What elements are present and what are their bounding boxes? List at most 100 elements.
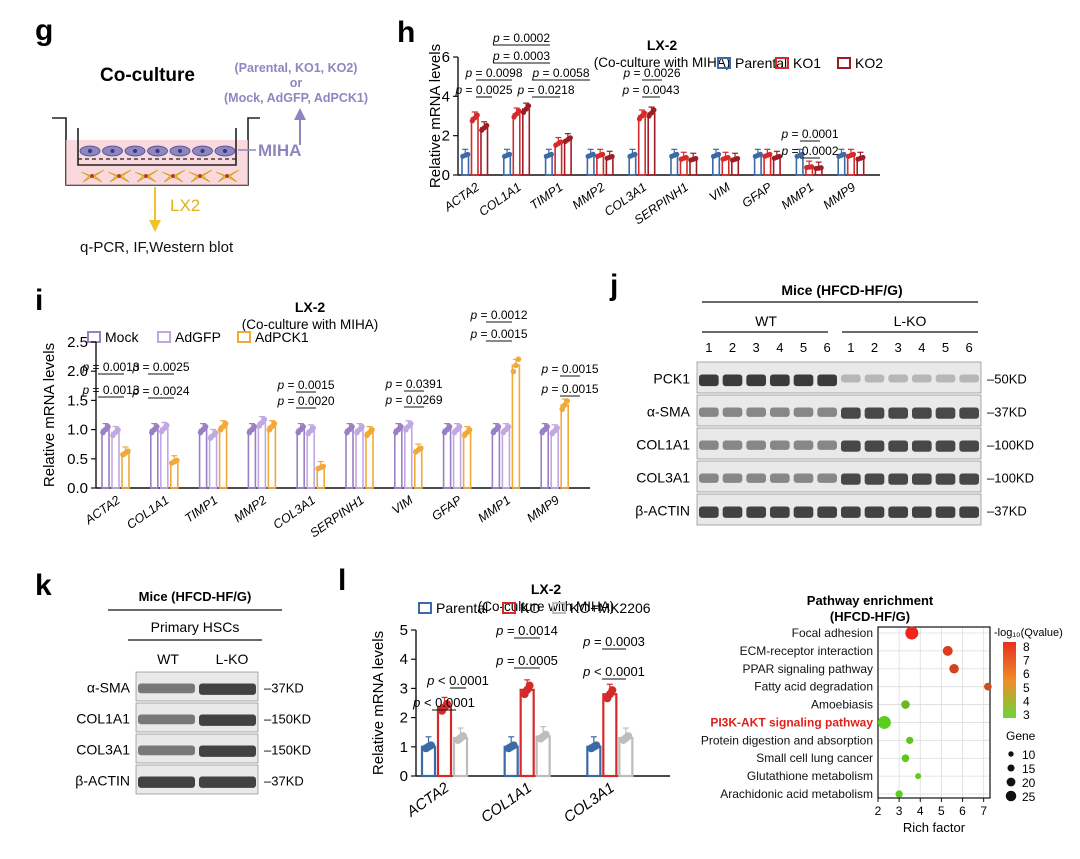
legend-swatch <box>418 602 432 614</box>
y-tick-label: 2 <box>400 710 408 727</box>
p-value-label: p < 0.0001 <box>582 664 645 679</box>
category-label: ACTA2 <box>441 180 482 215</box>
blot-band <box>935 374 956 383</box>
blot-band <box>199 683 256 695</box>
data-point <box>513 362 519 369</box>
enrichment-point <box>906 736 914 744</box>
data-point <box>474 112 480 118</box>
y-tick-label: 0 <box>442 167 450 184</box>
category-label: MMP9 <box>524 493 562 525</box>
category-label: VIM <box>389 493 416 518</box>
x-tick-label: 7 <box>980 804 987 818</box>
p-value-label: p = 0.0043 <box>621 83 679 97</box>
blot-band <box>138 776 195 788</box>
miha-nucleus <box>133 149 137 153</box>
blot-k-sub: Primary HSCs <box>151 619 240 635</box>
category-label: TIMP1 <box>182 493 220 526</box>
data-point <box>310 425 317 431</box>
pathway-label: Amoebiasis <box>811 698 873 712</box>
colorbar <box>1003 642 1016 718</box>
blot-kd-label: –150KD <box>264 712 311 727</box>
blot-band <box>912 374 932 383</box>
data-point <box>418 445 424 451</box>
panel-h: h LX-2 (Co-culture with MIHA) Parental KO1 K… <box>397 16 883 227</box>
blot-k: α-SMA –37KD COL1A1 –150KD COL3A1 –150KD β-ACTI… <box>75 671 311 795</box>
y-tick-label: 1 <box>400 739 408 756</box>
enrichment-point <box>984 682 992 691</box>
p-value-label: p = 0.0015 <box>469 327 527 341</box>
blot-kd-label: –100KD <box>987 438 1034 453</box>
panel-k: k Mice (HFCD-HF/G) Primary HSCs WT L-KO … <box>35 569 311 795</box>
data-point <box>818 165 824 171</box>
pathway-label: PI3K-AKT signaling pathway <box>710 715 873 729</box>
blot-band <box>959 506 979 518</box>
blot-band <box>793 473 814 483</box>
bar <box>501 428 511 489</box>
legend-swatch <box>775 57 789 69</box>
data-point <box>427 741 435 750</box>
category-label: MMP1 <box>475 493 513 525</box>
p-value-label: p = 0.0025 <box>454 83 512 97</box>
blot-row-label: COL3A1 <box>636 470 690 486</box>
blot-strip <box>696 361 982 394</box>
chart-h: LX-2 (Co-culture with MIHA) Parental KO1 KO2… <box>427 31 883 227</box>
data-point <box>683 154 689 161</box>
blot-band <box>699 473 719 483</box>
p-value-label: p = 0.0001 <box>780 127 838 141</box>
blot-band <box>746 407 766 417</box>
colorbar-tick: 6 <box>1023 667 1030 681</box>
p-value-label: p = 0.0391 <box>384 377 442 391</box>
data-point <box>725 154 731 161</box>
data-point <box>212 430 219 436</box>
blot-band <box>770 407 790 417</box>
lx2-nucleus <box>117 174 121 178</box>
y-tick-label: 6 <box>442 49 450 66</box>
y-tick-label: 3 <box>400 680 408 697</box>
blot-band <box>699 506 719 518</box>
size-legend-dot <box>1006 777 1016 787</box>
x-axis-label: Rich factor <box>903 820 966 835</box>
blot-band <box>841 407 861 419</box>
blot-band <box>770 374 790 387</box>
blot-band <box>793 506 814 518</box>
enrichment-point <box>901 700 910 709</box>
pathway-label: PPAR signaling pathway <box>742 662 873 676</box>
blot-row-label: PCK1 <box>653 371 690 387</box>
blot-row-label: α-SMA <box>647 404 691 420</box>
data-point <box>115 426 121 433</box>
bar <box>365 431 374 489</box>
blot-j-lko: L-KO <box>894 313 927 329</box>
lane-number: 3 <box>753 340 760 355</box>
bar <box>198 428 208 489</box>
panel-label-h: h <box>397 16 415 49</box>
bar <box>511 364 521 489</box>
data-point <box>484 122 490 129</box>
chart-subtitle: (Co-culture with MIHA) <box>594 55 731 70</box>
bar <box>512 113 521 176</box>
blot-kd-label: –37KD <box>264 774 304 789</box>
plot-frame <box>877 626 991 799</box>
panel-i: i LX-2 (Co-culture with MIHA) Mock AdGFP AdP… <box>35 284 599 540</box>
y-axis-label: Relative mRNA levels <box>427 44 444 188</box>
blot-band <box>793 440 814 450</box>
data-point <box>674 151 680 157</box>
data-point <box>466 426 473 433</box>
data-point <box>516 108 522 114</box>
size-legend-label: 20 <box>1022 776 1036 790</box>
bar <box>491 428 501 489</box>
y-tick-label: 2 <box>442 128 450 145</box>
size-legend-dot <box>1008 751 1014 757</box>
legend-label: Mock <box>105 329 139 345</box>
miha-nucleus <box>88 149 92 153</box>
blot-band <box>722 374 743 387</box>
blot-band <box>138 745 195 756</box>
blot-band <box>888 506 908 518</box>
bar <box>436 706 453 778</box>
colorbar-tick: 4 <box>1023 694 1030 708</box>
y-tick-label: 0.0 <box>67 480 88 497</box>
blot-band <box>746 506 766 518</box>
blot-band <box>817 506 837 518</box>
legend-swatch <box>237 331 251 343</box>
bar <box>247 428 257 489</box>
data-point <box>174 457 180 464</box>
